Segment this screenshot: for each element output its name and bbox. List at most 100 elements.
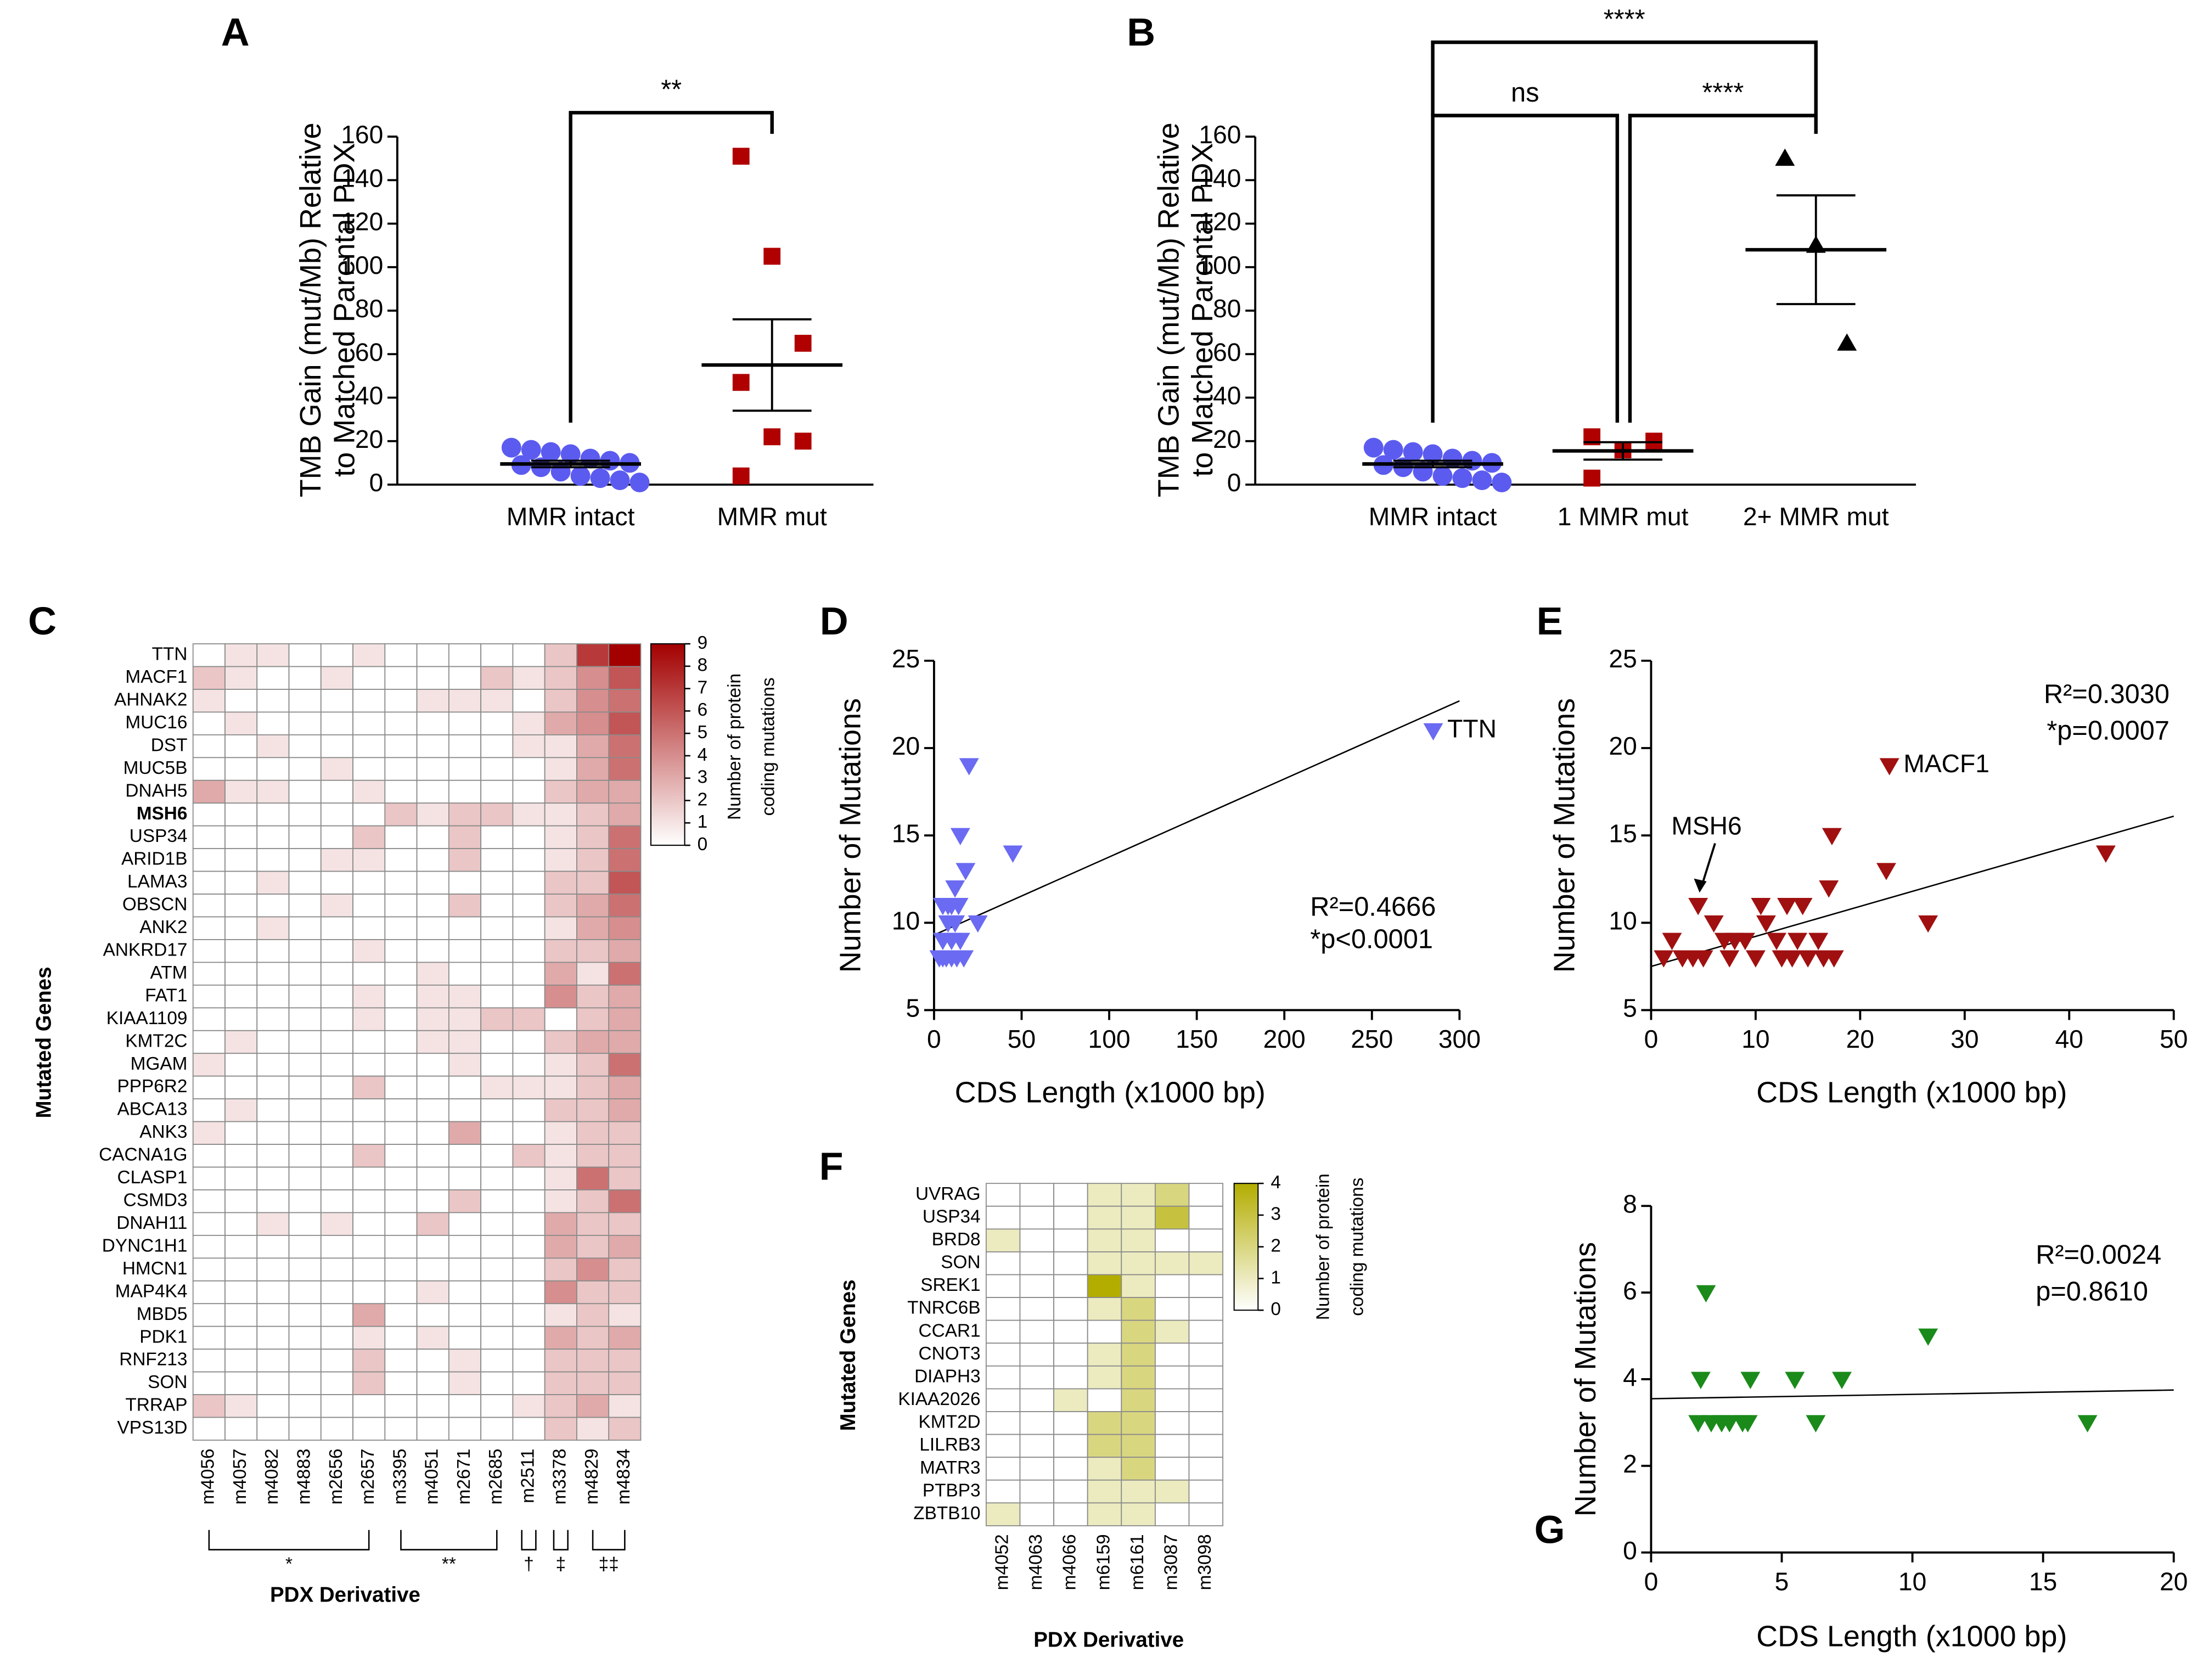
cell — [512, 802, 546, 827]
cell — [1019, 1411, 1054, 1435]
cell — [352, 1417, 386, 1441]
cell — [320, 1394, 353, 1418]
cell — [576, 643, 610, 667]
cell — [985, 1251, 1021, 1276]
cell — [384, 1007, 418, 1031]
cell — [1121, 1251, 1156, 1276]
cell — [256, 1325, 290, 1350]
cell — [1053, 1457, 1088, 1481]
point — [610, 470, 630, 491]
cell — [320, 1325, 353, 1350]
cell — [320, 802, 353, 827]
cell — [544, 1234, 577, 1259]
x-tick-label: 50 — [1008, 1025, 1036, 1053]
cell — [512, 1075, 546, 1100]
cell — [288, 848, 322, 872]
significance-label: **** — [1702, 78, 1744, 108]
cell — [352, 1053, 386, 1077]
cell — [416, 939, 449, 963]
row-label: ARID1B — [121, 849, 188, 869]
cell — [192, 1098, 226, 1122]
cell — [985, 1205, 1021, 1230]
colorbar-tick-label: 1 — [698, 812, 708, 832]
cell — [1121, 1434, 1156, 1458]
cell — [384, 757, 418, 781]
cell — [384, 894, 418, 918]
point — [1785, 1372, 1805, 1389]
cell — [224, 848, 258, 872]
cell — [352, 757, 386, 781]
colorbar-tick-label: 3 — [698, 767, 708, 788]
cell — [448, 939, 482, 963]
cell — [224, 984, 258, 1009]
cell — [1121, 1183, 1156, 1207]
cell — [416, 689, 449, 713]
point — [1879, 758, 1899, 776]
row-label: DNAH11 — [116, 1213, 187, 1233]
point — [1819, 880, 1839, 898]
cell — [416, 1098, 449, 1122]
cell — [1019, 1434, 1054, 1458]
cell — [320, 1212, 353, 1236]
cell — [192, 643, 226, 667]
cell — [985, 1228, 1021, 1252]
cell — [480, 1030, 514, 1054]
point — [1690, 1372, 1711, 1389]
cell — [192, 870, 226, 895]
cell — [576, 689, 610, 713]
cell — [1053, 1434, 1088, 1458]
point — [954, 950, 974, 968]
cell — [448, 1166, 482, 1190]
cell — [288, 643, 322, 667]
cell — [1019, 1251, 1054, 1276]
significance-bracket — [1431, 114, 1620, 423]
cell — [224, 1121, 258, 1145]
cell — [256, 734, 290, 758]
cell — [1053, 1205, 1088, 1230]
point — [1363, 437, 1384, 458]
cell — [320, 962, 353, 986]
cell — [288, 1189, 322, 1213]
cell — [1087, 1457, 1122, 1481]
cell — [320, 1371, 353, 1395]
point — [521, 440, 541, 460]
cell — [576, 939, 610, 963]
row-label: MAP4K4 — [115, 1281, 188, 1301]
cell — [288, 734, 322, 758]
point — [1383, 440, 1403, 460]
cell — [384, 984, 418, 1009]
row-label: CLASP1 — [117, 1167, 188, 1188]
cell — [384, 1212, 418, 1236]
sem-bar — [1583, 441, 1662, 461]
x-tick-label: 0 — [1644, 1567, 1659, 1595]
cell — [288, 1121, 322, 1145]
cell — [512, 1098, 546, 1122]
cell — [985, 1297, 1021, 1321]
cell — [448, 1030, 482, 1054]
cell — [480, 848, 514, 872]
cell — [512, 916, 546, 940]
cell — [384, 916, 418, 940]
cell — [1053, 1228, 1088, 1252]
cell — [288, 1234, 322, 1259]
cell — [192, 962, 226, 986]
cell — [384, 734, 418, 758]
cell — [320, 734, 353, 758]
colorbar-tick-label: 5 — [698, 722, 708, 743]
cell — [320, 1030, 353, 1054]
y-tick-label: 8 — [1623, 1189, 1637, 1218]
cell — [192, 711, 226, 735]
cell — [480, 779, 514, 804]
point — [945, 880, 965, 898]
row-label: MBD5 — [137, 1304, 188, 1324]
cell — [544, 643, 577, 667]
colorbar-tick-label: 7 — [698, 677, 708, 698]
cell — [608, 1394, 642, 1418]
panel-letter: F — [819, 1144, 844, 1188]
cell — [512, 1417, 546, 1441]
cell — [256, 825, 290, 850]
point — [1472, 470, 1492, 491]
cell — [480, 643, 514, 667]
x-tick-label: 100 — [1088, 1025, 1131, 1053]
cell — [1053, 1251, 1088, 1276]
